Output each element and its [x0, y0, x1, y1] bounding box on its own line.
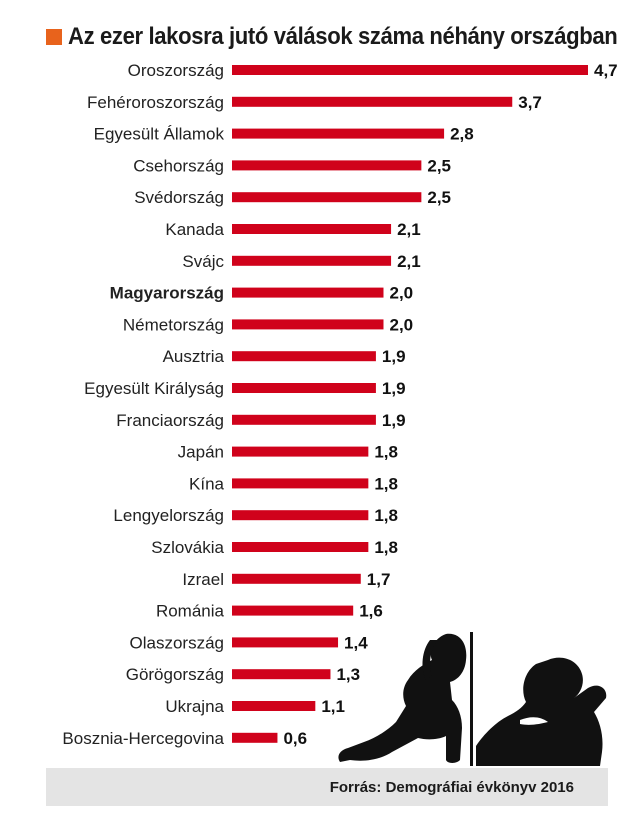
bar-bosznia-hercegovina: [232, 732, 278, 743]
bar-magyarorszag: [232, 287, 384, 298]
bar-csehorszag: [232, 160, 422, 171]
category-label-lengyelorszag: Lengyelország: [113, 506, 224, 525]
category-label-magyarorszag: Magyarország: [110, 284, 224, 303]
value-label-ausztria: 1,9: [382, 347, 406, 366]
category-label-oroszorszag: Oroszország: [128, 61, 224, 80]
bar-oroszorszag: [232, 65, 588, 75]
value-label-ukrajna: 1,1: [321, 697, 345, 716]
value-label-izrael: 1,7: [367, 570, 391, 589]
category-label-kina: Kína: [189, 474, 225, 493]
value-label-magyarorszag: 2,0: [389, 284, 413, 303]
value-label-lengyelorszag: 1,8: [374, 506, 398, 525]
value-label-feheroroszorszag: 3,7: [518, 93, 542, 112]
category-label-gorogorszag: Görögország: [126, 665, 224, 684]
chart-title: Az ezer lakosra jutó válások száma néhán…: [68, 23, 618, 50]
value-label-egyesult-kiralysag: 1,9: [382, 379, 406, 398]
category-label-romania: Románia: [156, 602, 225, 621]
value-label-nemetorszag: 2,0: [389, 315, 413, 334]
value-label-olaszorszag: 1,4: [344, 633, 368, 652]
value-label-kanada: 2,1: [397, 220, 421, 239]
bar-romania: [232, 605, 354, 616]
bar-nemetorszag: [232, 319, 384, 330]
source-text: Forrás: Demográfiai évkönyv 2016: [329, 778, 574, 796]
category-label-bosznia-hercegovina: Bosznia-Hercegovina: [62, 729, 224, 748]
value-label-gorogorszag: 1,3: [336, 665, 360, 684]
sad-couple-silhouette-icon: [338, 632, 607, 766]
category-label-ausztria: Ausztria: [163, 347, 225, 366]
bar-kanada: [232, 224, 392, 234]
category-label-egyesult-kiralysag: Egyesült Királyság: [84, 379, 224, 398]
value-label-csehorszag: 2,5: [427, 156, 451, 175]
bar-egyesult-allamok: [232, 128, 445, 139]
category-label-feheroroszorszag: Fehéroroszország: [87, 93, 224, 112]
bar-izrael: [232, 573, 361, 584]
bar-szlovakia: [232, 542, 369, 552]
value-label-szlovakia: 1,8: [374, 538, 398, 557]
bar-lengyelorszag: [232, 510, 369, 521]
category-label-izrael: Izrael: [182, 570, 224, 589]
category-label-ukrajna: Ukrajna: [165, 697, 224, 716]
category-label-svajc: Svájc: [182, 252, 224, 271]
bar-ukrajna: [232, 701, 316, 711]
category-label-japan: Japán: [178, 443, 224, 462]
title-accent-square: [46, 29, 62, 45]
bars-layer: Oroszország 4,7 Fehéroroszország 3,7 Egyesül…: [62, 61, 617, 748]
value-label-kina: 1,8: [374, 474, 398, 493]
value-label-svedorszag: 2,5: [427, 188, 451, 207]
category-label-szlovakia: Szlovákia: [151, 538, 224, 557]
category-label-nemetorszag: Németország: [123, 315, 224, 334]
bar-gorogorszag: [232, 669, 331, 680]
value-label-franciaorszag: 1,9: [382, 411, 406, 430]
bar-svedorszag: [232, 192, 422, 203]
category-label-franciaorszag: Franciaország: [116, 411, 224, 430]
category-label-kanada: Kanada: [165, 220, 224, 239]
bar-franciaorszag: [232, 414, 376, 425]
value-label-svajc: 2,1: [397, 252, 421, 271]
bar-japan: [232, 446, 369, 457]
source-footer: Forrás: Demográfiai évkönyv 2016: [46, 768, 608, 806]
bar-feheroroszorszag: [232, 96, 513, 107]
value-label-bosznia-hercegovina: 0,6: [283, 729, 307, 748]
bar-olaszorszag: [232, 637, 339, 648]
bar-kina: [232, 478, 369, 489]
bar-svajc: [232, 255, 392, 266]
value-label-romania: 1,6: [359, 602, 383, 621]
value-label-japan: 1,8: [374, 443, 398, 462]
category-label-olaszorszag: Olaszország: [130, 633, 224, 652]
category-label-csehorszag: Csehország: [133, 156, 224, 175]
bar-egyesult-kiralysag: [232, 383, 376, 393]
category-label-svedorszag: Svédország: [134, 188, 224, 207]
category-label-egyesult-allamok: Egyesült Államok: [94, 125, 225, 144]
value-label-egyesult-allamok: 2,8: [450, 125, 474, 144]
bar-ausztria: [232, 351, 376, 362]
value-label-oroszorszag: 4,7: [594, 61, 618, 80]
chart-title-row: Az ezer lakosra jutó válások száma néhán…: [46, 22, 640, 52]
